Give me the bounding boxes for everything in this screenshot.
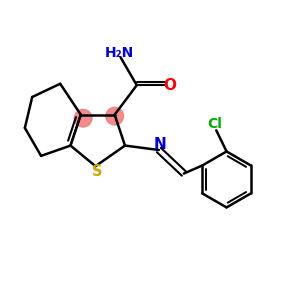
Text: S: S [92, 164, 102, 179]
Text: Cl: Cl [207, 117, 222, 131]
Text: H₂N: H₂N [104, 46, 134, 60]
Text: O: O [163, 78, 176, 93]
Circle shape [106, 107, 124, 125]
Text: N: N [154, 137, 167, 152]
Circle shape [74, 110, 92, 127]
